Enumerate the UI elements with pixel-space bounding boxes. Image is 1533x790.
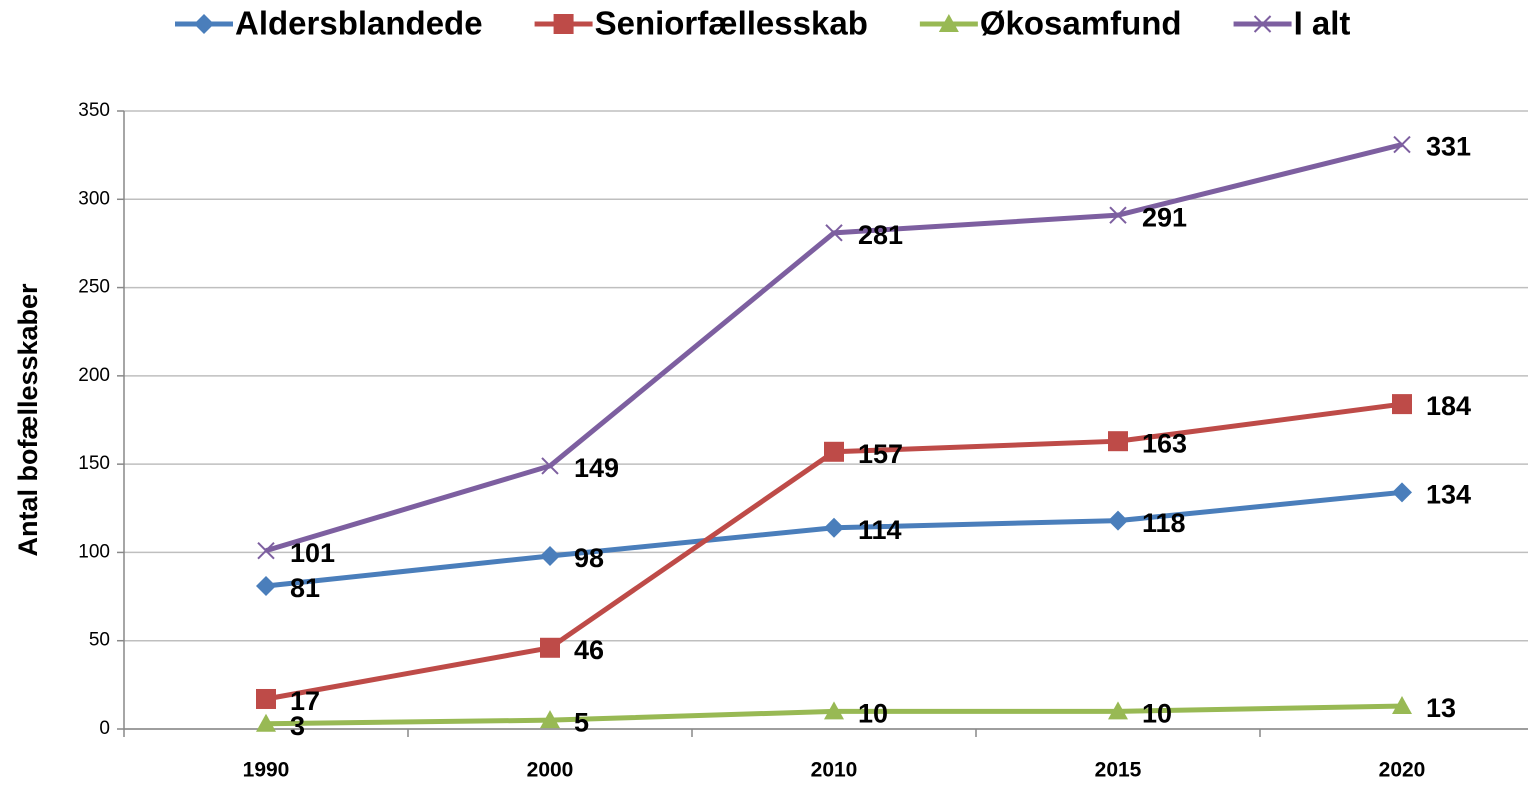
data-label: 3 bbox=[290, 711, 305, 741]
series-line bbox=[265, 142, 1403, 554]
data-label: 13 bbox=[1426, 693, 1456, 723]
marker bbox=[540, 637, 560, 658]
marker bbox=[1253, 15, 1272, 33]
y-tick-label: 100 bbox=[78, 541, 110, 562]
marker bbox=[824, 441, 844, 462]
data-label: 281 bbox=[858, 220, 903, 250]
data-label: 101 bbox=[290, 538, 335, 568]
marker bbox=[553, 14, 574, 34]
marker bbox=[1108, 510, 1128, 531]
data-label: 157 bbox=[858, 439, 903, 469]
marker bbox=[256, 688, 276, 709]
marker bbox=[1392, 394, 1412, 415]
x-tick-label: 2000 bbox=[527, 759, 574, 782]
marker bbox=[540, 545, 560, 566]
x-tick-label: 1990 bbox=[243, 759, 290, 782]
marker bbox=[541, 457, 559, 475]
y-tick-label: 150 bbox=[78, 453, 110, 474]
marker bbox=[1393, 135, 1411, 154]
data-label: 81 bbox=[290, 573, 320, 603]
legend-label: Aldersblandede bbox=[235, 5, 483, 42]
marker bbox=[824, 701, 844, 720]
data-label: 17 bbox=[290, 686, 320, 716]
data-label: 46 bbox=[574, 635, 604, 665]
data-label: 134 bbox=[1426, 480, 1471, 510]
y-tick-label: 0 bbox=[99, 718, 110, 739]
x-tick-label: 2010 bbox=[811, 759, 858, 782]
marker bbox=[1108, 701, 1128, 720]
marker bbox=[824, 517, 844, 538]
marker bbox=[257, 541, 275, 560]
marker bbox=[256, 575, 276, 596]
marker bbox=[1392, 482, 1412, 503]
y-tick-label: 200 bbox=[78, 365, 110, 386]
legend-label: Økosamfund bbox=[980, 5, 1182, 42]
data-label: 163 bbox=[1142, 428, 1187, 458]
data-label: 5 bbox=[574, 707, 589, 737]
marker bbox=[825, 224, 843, 242]
data-label: 10 bbox=[858, 698, 888, 728]
data-label: 118 bbox=[1142, 508, 1186, 538]
y-tick-label: 350 bbox=[78, 100, 110, 121]
marker bbox=[1109, 206, 1127, 224]
marker bbox=[938, 14, 959, 32]
marker bbox=[194, 14, 214, 34]
legend-label: Seniorfællesskab bbox=[595, 5, 868, 42]
marker bbox=[1392, 696, 1412, 715]
data-label: 114 bbox=[858, 515, 902, 545]
y-tick-label: 300 bbox=[78, 188, 110, 209]
data-label: 184 bbox=[1426, 391, 1471, 421]
data-label: 98 bbox=[574, 543, 604, 573]
y-tick-label: 50 bbox=[89, 630, 110, 651]
x-tick-label: 2015 bbox=[1095, 759, 1142, 782]
x-tick-label: 2020 bbox=[1379, 759, 1426, 782]
data-label: 291 bbox=[1142, 202, 1187, 232]
marker bbox=[540, 710, 560, 729]
legend-label: I alt bbox=[1294, 5, 1351, 42]
marker bbox=[1108, 431, 1128, 452]
marker bbox=[256, 713, 276, 732]
data-label: 149 bbox=[574, 453, 619, 483]
y-axis-label: Antal bofællesskaber bbox=[13, 283, 43, 557]
series-line bbox=[265, 489, 1403, 589]
y-tick-label: 250 bbox=[78, 277, 110, 298]
data-label: 331 bbox=[1426, 132, 1471, 162]
data-label: 10 bbox=[1142, 698, 1172, 728]
